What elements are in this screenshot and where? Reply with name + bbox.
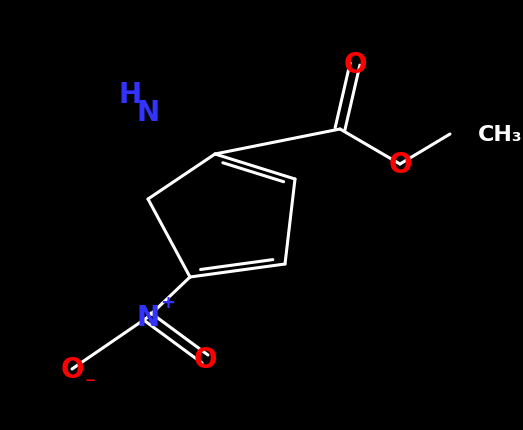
Text: O: O (388, 150, 412, 178)
Text: N: N (137, 99, 160, 127)
Text: O: O (60, 355, 84, 383)
Text: N: N (137, 303, 160, 331)
Text: O: O (194, 345, 217, 373)
Text: ⁻: ⁻ (85, 374, 96, 394)
Text: +: + (161, 293, 176, 311)
Text: O: O (343, 51, 367, 79)
Text: H: H (118, 81, 142, 109)
Text: CH₃: CH₃ (478, 125, 522, 144)
